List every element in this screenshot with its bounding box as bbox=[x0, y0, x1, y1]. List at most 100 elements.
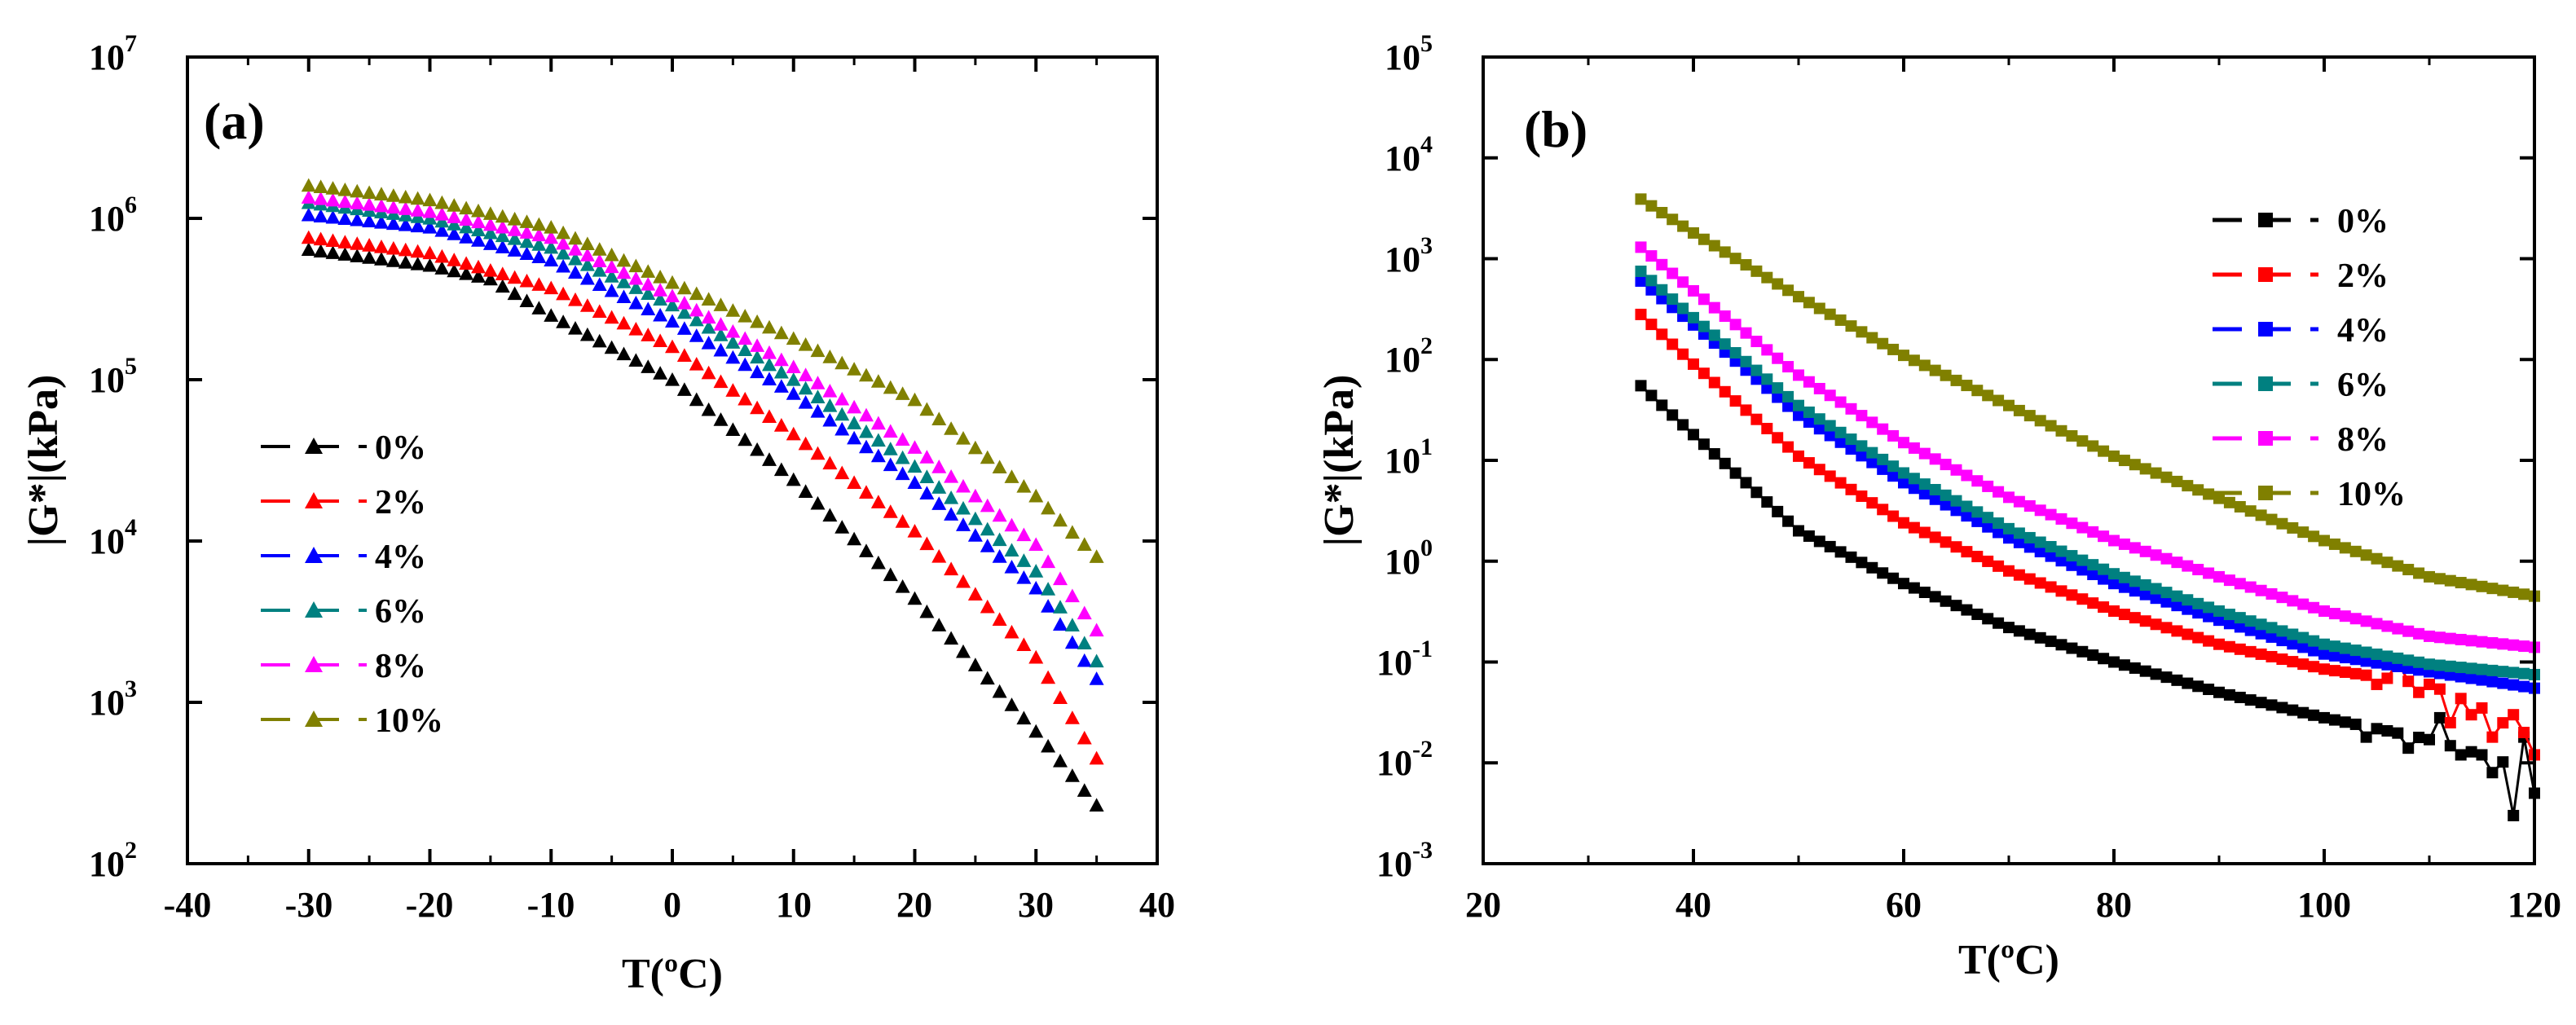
data-point bbox=[2413, 656, 2425, 668]
data-point bbox=[2098, 601, 2110, 614]
series-6% bbox=[301, 195, 1104, 668]
data-point bbox=[1803, 406, 1815, 418]
data-point bbox=[1929, 531, 1941, 543]
data-point bbox=[2203, 488, 2215, 500]
data-point bbox=[2203, 635, 2215, 647]
data-point bbox=[2223, 496, 2235, 508]
data-point bbox=[676, 348, 692, 362]
data-point bbox=[895, 579, 910, 593]
data-point bbox=[676, 280, 692, 295]
data-point bbox=[2023, 628, 2036, 640]
data-point bbox=[2476, 702, 2488, 714]
data-point bbox=[1971, 506, 1984, 518]
data-point bbox=[1961, 510, 1973, 522]
data-point bbox=[1887, 460, 1900, 473]
data-point bbox=[967, 658, 983, 671]
data-point bbox=[482, 225, 498, 240]
data-point bbox=[313, 179, 328, 194]
data-point bbox=[337, 194, 353, 209]
data-point bbox=[2424, 733, 2435, 746]
data-point bbox=[544, 230, 559, 244]
legend-marker bbox=[305, 438, 323, 454]
data-point bbox=[628, 271, 644, 285]
data-point bbox=[592, 277, 607, 292]
series-0% bbox=[301, 242, 1104, 812]
data-point bbox=[2234, 612, 2246, 624]
data-point bbox=[1834, 396, 1847, 408]
panel-a-series-layer bbox=[301, 178, 1104, 812]
data-point bbox=[967, 511, 983, 526]
legend-label: 0% bbox=[375, 429, 426, 467]
data-point bbox=[689, 328, 704, 342]
data-point bbox=[2392, 622, 2404, 635]
data-point bbox=[859, 543, 874, 557]
data-point bbox=[689, 286, 704, 301]
data-point bbox=[773, 379, 789, 393]
data-point bbox=[2255, 509, 2267, 521]
data-point bbox=[362, 250, 377, 264]
data-point bbox=[434, 206, 450, 221]
series-6% bbox=[1635, 265, 2540, 680]
data-point bbox=[919, 604, 935, 618]
data-point bbox=[883, 504, 898, 518]
data-point bbox=[2139, 545, 2151, 557]
data-point bbox=[1845, 403, 1857, 415]
data-point bbox=[1887, 510, 1900, 522]
data-point bbox=[725, 383, 741, 397]
data-point bbox=[1950, 464, 1962, 476]
data-point bbox=[495, 228, 510, 243]
data-point bbox=[519, 225, 535, 239]
data-point bbox=[568, 251, 583, 266]
data-point bbox=[956, 517, 971, 531]
data-point bbox=[2424, 658, 2435, 671]
data-point bbox=[1656, 258, 1668, 271]
data-point bbox=[1971, 475, 1984, 487]
data-point bbox=[350, 212, 365, 227]
y-tick-label: 102 bbox=[89, 837, 137, 884]
data-point bbox=[2244, 615, 2257, 627]
data-point bbox=[459, 212, 474, 226]
data-point bbox=[2339, 610, 2351, 622]
data-point bbox=[725, 303, 741, 317]
data-point bbox=[2392, 560, 2404, 572]
data-point bbox=[2023, 541, 2036, 553]
data-point bbox=[2213, 638, 2225, 650]
data-point bbox=[2045, 420, 2057, 432]
data-point bbox=[919, 450, 935, 464]
data-point bbox=[980, 599, 995, 614]
data-point bbox=[1698, 367, 1710, 380]
data-point bbox=[531, 249, 547, 264]
data-point bbox=[556, 286, 571, 301]
data-point bbox=[1077, 537, 1092, 551]
data-point bbox=[676, 382, 692, 396]
data-point bbox=[1971, 385, 1984, 397]
data-point bbox=[1782, 441, 1794, 453]
legend-marker bbox=[2258, 486, 2273, 500]
data-point bbox=[870, 555, 886, 570]
data-point bbox=[1993, 526, 2005, 539]
data-point bbox=[2486, 583, 2499, 595]
data-point bbox=[980, 450, 995, 464]
data-point bbox=[1877, 463, 1889, 475]
data-point bbox=[750, 314, 765, 328]
x-tick-label: 20 bbox=[1465, 885, 1501, 925]
data-point bbox=[847, 362, 862, 376]
data-point bbox=[786, 359, 801, 373]
legend-entry: 10% bbox=[261, 702, 443, 740]
data-point bbox=[2266, 631, 2278, 643]
data-point bbox=[2297, 526, 2310, 539]
data-point bbox=[604, 269, 619, 283]
data-point bbox=[628, 321, 644, 336]
data-point bbox=[628, 258, 644, 273]
data-point bbox=[434, 213, 450, 228]
data-point bbox=[1856, 450, 1868, 462]
data-point bbox=[1824, 540, 1836, 552]
data-point bbox=[2023, 410, 2036, 422]
data-point bbox=[1645, 284, 1658, 296]
data-point bbox=[568, 320, 583, 335]
data-point bbox=[410, 218, 425, 233]
data-point bbox=[762, 409, 777, 423]
data-point bbox=[507, 286, 522, 301]
data-point bbox=[398, 217, 413, 231]
data-point bbox=[2255, 584, 2267, 596]
